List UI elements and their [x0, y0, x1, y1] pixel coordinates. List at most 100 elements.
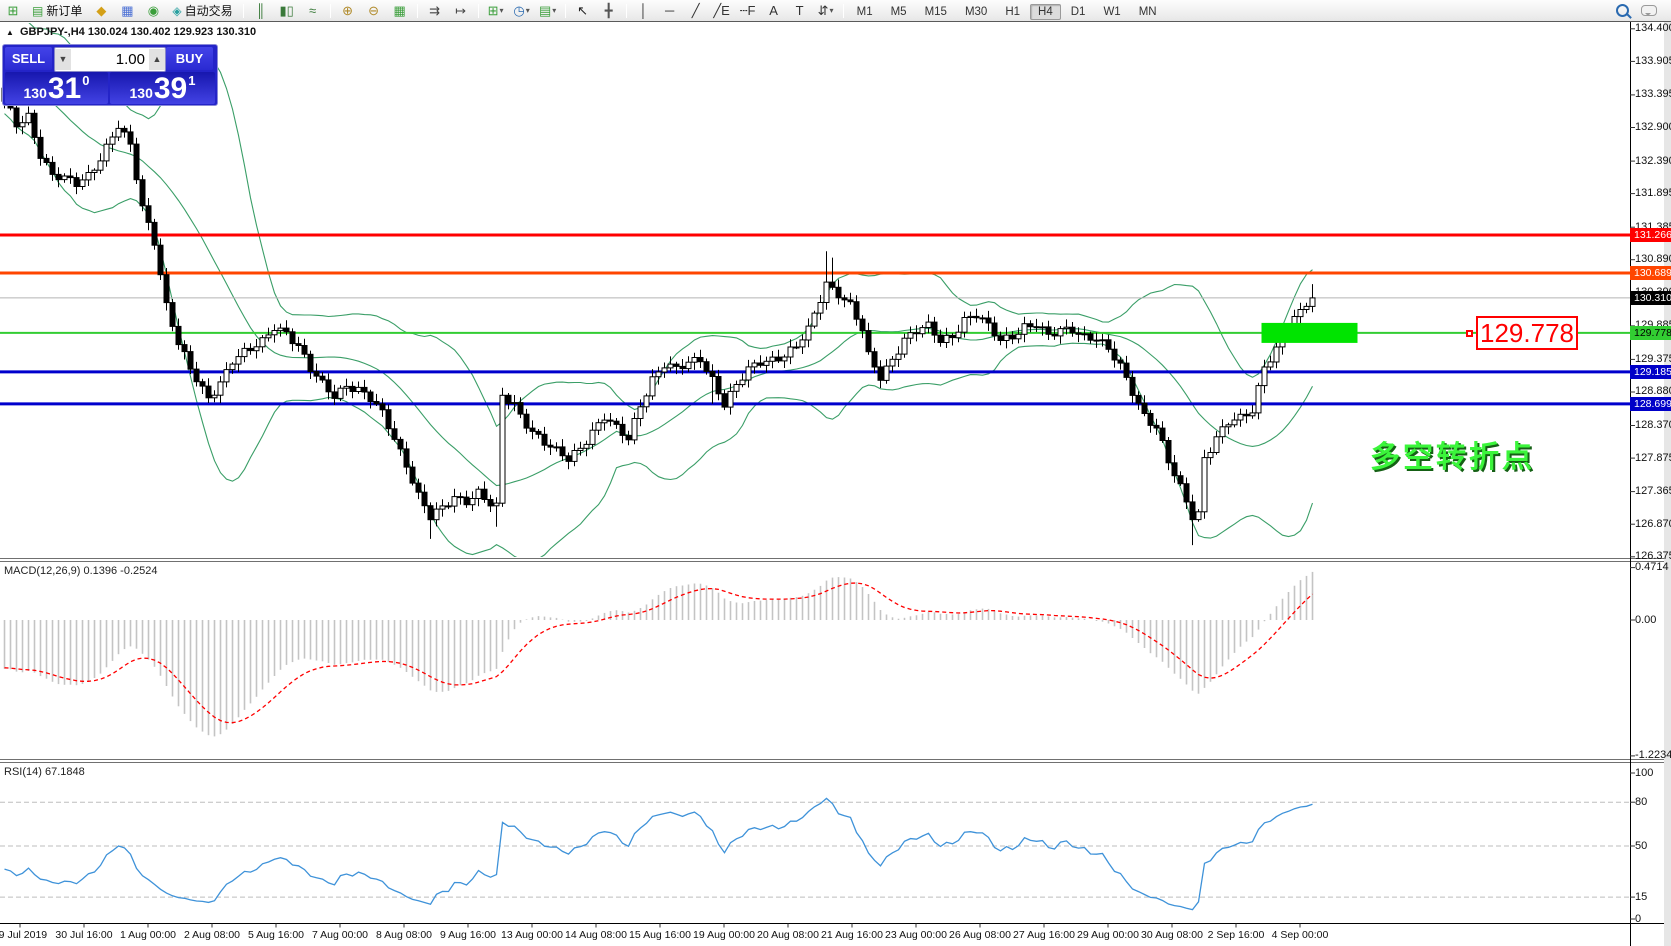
timeframe-h1[interactable]: H1 — [1005, 5, 1021, 18]
timeframe-d1[interactable]: D1 — [1070, 5, 1086, 18]
sell-price-prefix: 130 — [23, 85, 47, 101]
rsi-axis-tick: 50 — [1635, 840, 1648, 852]
time-axis-label: 30 Aug 08:00 — [1141, 929, 1203, 941]
signals-icon: ◉ — [147, 2, 160, 18]
text-label-icon: T — [795, 2, 804, 18]
toolbar-separator — [242, 3, 244, 18]
timeframe-h4[interactable]: H4 — [1030, 3, 1061, 20]
metaeditor-icon[interactable]: ◆ — [89, 1, 113, 21]
text-label-icon[interactable]: T — [788, 1, 812, 21]
line-chart-icon[interactable]: ≈ — [301, 1, 325, 21]
chart-shift-icon: ↦ — [455, 2, 467, 18]
zoom-out-icon[interactable]: ⊖ — [362, 1, 386, 21]
auto-scroll-icon[interactable]: ⇉ — [423, 1, 447, 21]
bar-chart-icon[interactable]: ║ — [249, 1, 273, 21]
periods-button: ◷ — [513, 2, 525, 18]
one-click-trading-panel: SELL ▼ 1.00 ▲ BUY 130 31 0 130 39 1 — [2, 44, 218, 106]
arrows-icon: ⇵ — [817, 2, 829, 18]
market-watch-icon: ▦ — [121, 2, 134, 18]
time-axis-label: 26 Aug 08:00 — [949, 929, 1011, 941]
price-badge-131266: 131.266 — [1630, 228, 1671, 242]
zoom-in-icon[interactable]: ⊕ — [336, 1, 360, 21]
new-chart-button[interactable]: ⊞ ▾ — [484, 1, 508, 21]
chart-shift-marker: ▲ — [6, 28, 14, 37]
price-axis-tick: 133.905 — [1635, 55, 1671, 67]
app-icon: ⊞ — [7, 2, 19, 18]
sell-price-pip: 0 — [82, 73, 90, 88]
timeframe-mn[interactable]: MN — [1138, 5, 1157, 18]
price-axis-tick: 128.880 — [1635, 385, 1671, 397]
time-axis-label: 5 Aug 16:00 — [247, 929, 305, 941]
volume-decrease-button[interactable]: ▼ — [55, 49, 71, 70]
dropdown-arrow-icon: ▾ — [552, 5, 557, 15]
hline-anchor-marker[interactable] — [1466, 330, 1473, 337]
price-axis-tick: 133.395 — [1635, 88, 1671, 100]
price-badge-128699: 128.699 — [1630, 397, 1671, 411]
equidistant-channel-icon: ╱E — [713, 2, 730, 18]
arrows-icon[interactable]: ⇵ ▾ — [814, 1, 838, 21]
rsi-indicator — [0, 797, 1630, 911]
annotation-text[interactable]: 多空转折点 — [1370, 441, 1535, 474]
autotrading-button-label: 自动交易 — [184, 4, 233, 18]
time-axis-label: 2 Sep 16:00 — [1207, 929, 1265, 941]
search-icon[interactable] — [1616, 4, 1629, 17]
periods-button[interactable]: ◷ ▾ — [510, 1, 534, 21]
volume-increase-button[interactable]: ▲ — [149, 49, 165, 70]
auto-scroll-icon: ⇉ — [429, 2, 441, 18]
vertical-line-icon: │ — [639, 2, 648, 18]
sell-price-main: 31 — [47, 72, 82, 105]
horizontal-line-icon[interactable]: ─ — [658, 1, 682, 21]
timeframe-m1[interactable]: M1 — [856, 5, 873, 18]
autotrading-button[interactable]: ◈ 自动交易 — [167, 2, 237, 20]
candlestick-chart-icon[interactable]: ▮▯ — [275, 1, 299, 21]
highlight-rectangle[interactable] — [1261, 322, 1358, 343]
time-axis-label: 2 Aug 08:00 — [183, 929, 241, 941]
window-edge-strip — [1664, 22, 1671, 946]
volume-value[interactable]: 1.00 — [115, 51, 145, 68]
templates-button[interactable]: ▤ ▾ — [536, 1, 560, 21]
chat-icon[interactable] — [1641, 5, 1657, 16]
timeframe-w1[interactable]: W1 — [1103, 5, 1121, 18]
text-icon[interactable]: A — [762, 1, 786, 21]
buy-price-prefix: 130 — [129, 85, 153, 101]
app-icon[interactable]: ⊞ — [1, 1, 25, 21]
metaeditor-icon: ◆ — [96, 2, 107, 18]
fibonacci-icon[interactable]: ┄F — [736, 1, 760, 21]
zoom-out-icon: ⊖ — [368, 2, 380, 18]
chart-shift-icon[interactable]: ↦ — [449, 1, 473, 21]
toolbar: ⊞ ▤ 新订单 ◆ ▦ ◉ ◈ 自动交易 ║ ▮▯ ≈ ⊕ ⊖ ▦ ⇉ ↦ ⊞ ▾ ◷ ▾ ▤ ▾ ↖ ╋ │ ─ ╱ ╱E ┄F A T ⇵… — [0, 0, 1671, 22]
time-axis-label: 19 Aug 00:00 — [693, 929, 755, 941]
macd-indicator — [3, 571, 1314, 737]
market-watch-icon[interactable]: ▦ — [115, 1, 139, 21]
buy-button[interactable]: BUY — [166, 47, 213, 70]
timeframe-toolbar: M1 M5 M15 M30 H1 H4 D1 W1 MN — [848, 3, 1166, 20]
timeframe-m15[interactable]: M15 — [924, 5, 947, 18]
price-axis-tick: 134.400 — [1635, 22, 1671, 34]
macd-axis-tick: -1.2234 — [1635, 749, 1671, 761]
vertical-line-icon[interactable]: │ — [632, 1, 656, 21]
trendline-icon[interactable]: ╱ — [684, 1, 708, 21]
new-order-button: ▤ — [32, 3, 44, 18]
timeframe-m30[interactable]: M30 — [964, 5, 988, 18]
cursor-icon[interactable]: ↖ — [571, 1, 595, 21]
sell-button[interactable]: SELL — [5, 47, 52, 70]
horizontal-line-icon: ─ — [665, 2, 675, 18]
sell-price[interactable]: 130 31 0 — [5, 72, 108, 104]
tile-windows-icon: ▦ — [393, 2, 406, 18]
symbol-name: GBPJPY-,H4 — [19, 26, 85, 38]
price-callout-129778[interactable]: 129.778 — [1476, 316, 1578, 350]
time-axis-label: 23 Aug 00:00 — [885, 929, 947, 941]
new-order-button[interactable]: ▤ 新订单 — [27, 2, 87, 20]
timeframe-m5[interactable]: M5 — [890, 5, 907, 18]
tile-windows-icon[interactable]: ▦ — [388, 1, 412, 21]
crosshair-icon[interactable]: ╋ — [597, 1, 621, 21]
zoom-in-icon: ⊕ — [342, 2, 354, 18]
trendline-icon: ╱ — [691, 2, 700, 18]
text-icon: A — [769, 2, 778, 18]
time-axis-label: 14 Aug 08:00 — [565, 929, 627, 941]
buy-price[interactable]: 130 39 1 — [110, 72, 215, 104]
symbol-ohlc: 130.024 130.402 129.923 130.310 — [87, 26, 257, 38]
rsi-axis-tick: 0 — [1635, 913, 1642, 925]
signals-icon[interactable]: ◉ — [141, 1, 165, 21]
equidistant-channel-icon[interactable]: ╱E — [710, 1, 734, 21]
